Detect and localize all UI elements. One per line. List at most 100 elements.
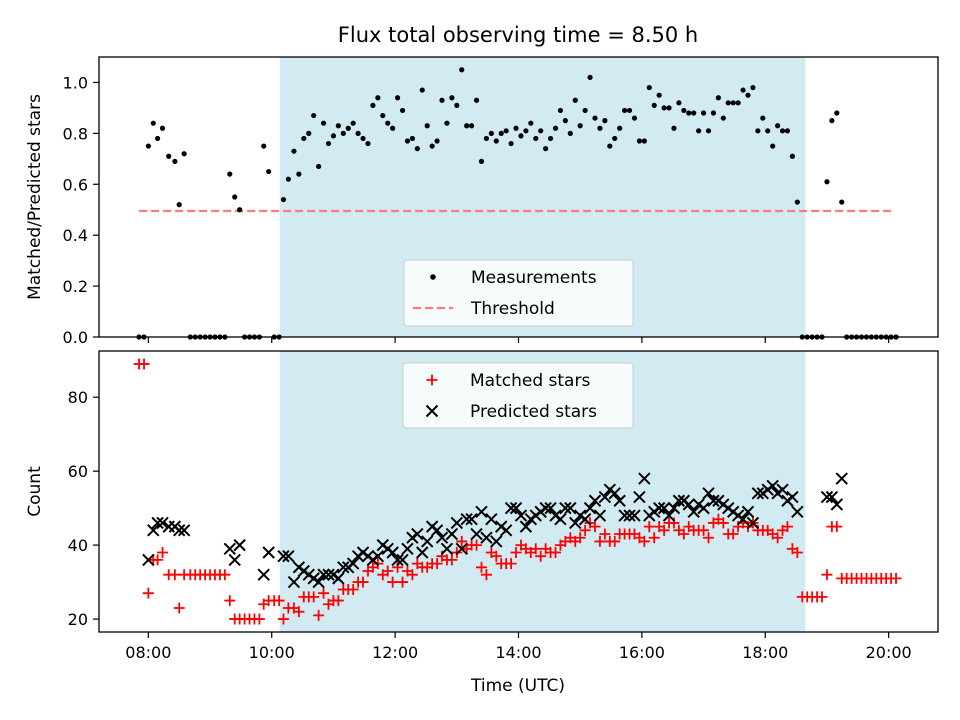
predicted-star-marker: [504, 501, 518, 515]
measurement-point: [656, 92, 662, 98]
matched-star-marker: [821, 569, 833, 581]
predicted-star-marker: [638, 472, 651, 485]
measurement-point: [261, 143, 267, 149]
measurement-point: [646, 84, 652, 91]
matched-star-marker: [505, 558, 517, 570]
predicted-star-marker: [569, 516, 582, 530]
predicted-star-marker: [835, 472, 848, 485]
measurement-point: [745, 92, 751, 98]
predicted-star-marker: [371, 549, 385, 563]
measurement-point: [720, 115, 726, 121]
predicted-star-marker: [156, 516, 169, 530]
matched-star-marker: [308, 591, 320, 603]
predicted-star-marker: [440, 542, 454, 556]
measurement-point: [394, 95, 401, 101]
measurement-point: [166, 153, 172, 159]
legend-dot-marker: [430, 274, 436, 280]
measurement-point: [459, 67, 465, 73]
matched-star-marker: [574, 532, 586, 544]
matched-star-marker: [397, 576, 409, 588]
measurement-point: [597, 125, 603, 131]
matched-star-marker: [698, 524, 710, 536]
legend-label: Matched stars: [470, 371, 590, 391]
matched-star-marker: [219, 569, 231, 581]
predicted-star-marker: [332, 572, 345, 585]
predicted-star-marker: [830, 498, 844, 511]
predicted-star-marker: [633, 490, 646, 504]
measurement-point: [335, 123, 341, 129]
predicted-star-marker: [322, 568, 335, 581]
ratio-panel: 0.0 0.2 0.4 0.6 0.8 1.0 Matched/Predicted star…: [25, 56, 939, 347]
matched-star-marker: [471, 539, 483, 551]
matched-star-marker: [510, 547, 522, 559]
predicted-star-marker: [618, 509, 631, 522]
measurement-point: [483, 135, 490, 142]
measurement-point: [439, 97, 445, 103]
matched-star-marker: [638, 535, 650, 547]
measurement-point: [755, 128, 761, 134]
matched-star-marker: [781, 521, 793, 533]
predicted-star-marker: [702, 487, 715, 500]
measurement-point: [375, 95, 381, 101]
measurement-point: [280, 196, 287, 203]
predicted-star-marker: [539, 501, 552, 515]
measurement-point: [350, 120, 356, 126]
predicted-star-marker: [707, 494, 720, 507]
x-tick-label: 18:00: [742, 643, 788, 662]
measurement-point: [715, 95, 721, 101]
predicted-star-marker: [445, 527, 459, 541]
measurement-point: [473, 97, 480, 103]
legend: Matched stars Predicted stars: [402, 362, 634, 429]
y-tick-label: 0.4: [63, 226, 88, 245]
matched-star-marker: [173, 602, 185, 614]
measurement-point: [607, 143, 613, 149]
matched-star-marker: [609, 535, 621, 547]
measurement-point: [710, 110, 717, 116]
predicted-star-marker: [142, 553, 155, 567]
measurement-point: [676, 100, 682, 106]
matched-star-marker: [382, 565, 394, 577]
measurement-point: [528, 120, 534, 126]
predicted-star-marker: [411, 527, 424, 541]
matched-star-marker: [530, 543, 542, 555]
measurement-point: [686, 110, 692, 116]
measurement-point: [444, 120, 450, 126]
predicted-star-marker: [623, 509, 636, 522]
matched-star-marker: [816, 591, 828, 603]
predicted-star-marker: [628, 509, 641, 522]
measurement-point: [572, 97, 578, 103]
predicted-star-marker: [460, 513, 473, 526]
matched-star-marker: [717, 517, 729, 529]
measurement-point: [449, 95, 455, 101]
matched-star-marker: [579, 524, 591, 536]
matched-star-marker: [599, 528, 611, 540]
predicted-star-marker: [559, 501, 572, 515]
predicted-star-marker: [490, 535, 503, 548]
predicted-star-marker: [593, 509, 607, 522]
predicted-star-marker: [746, 516, 760, 530]
matched-star-marker: [446, 554, 458, 566]
predicted-star-marker: [480, 531, 493, 544]
matched-star-marker: [332, 595, 344, 607]
predicted-star-marker: [401, 542, 414, 556]
measurement-point: [345, 125, 351, 131]
matched-star-marker: [318, 587, 330, 599]
measurement-point: [424, 123, 430, 129]
matched-star-marker: [535, 550, 547, 562]
measurement-point: [404, 138, 411, 144]
measurement-point: [533, 135, 539, 142]
measurement-point: [523, 128, 529, 134]
matched-star-marker: [589, 521, 601, 533]
x-tick-label: 10:00: [249, 643, 295, 662]
measurement-point: [320, 120, 327, 126]
matched-star-marker: [658, 524, 670, 536]
measurement-point: [399, 107, 406, 114]
measurement-point: [181, 151, 187, 157]
predicted-star-marker: [450, 516, 464, 530]
measurement-point: [237, 207, 243, 213]
matched-star-marker: [791, 547, 803, 559]
measurement-point: [155, 135, 161, 142]
predicted-star-marker: [257, 568, 270, 581]
predicted-star-marker: [672, 494, 686, 507]
